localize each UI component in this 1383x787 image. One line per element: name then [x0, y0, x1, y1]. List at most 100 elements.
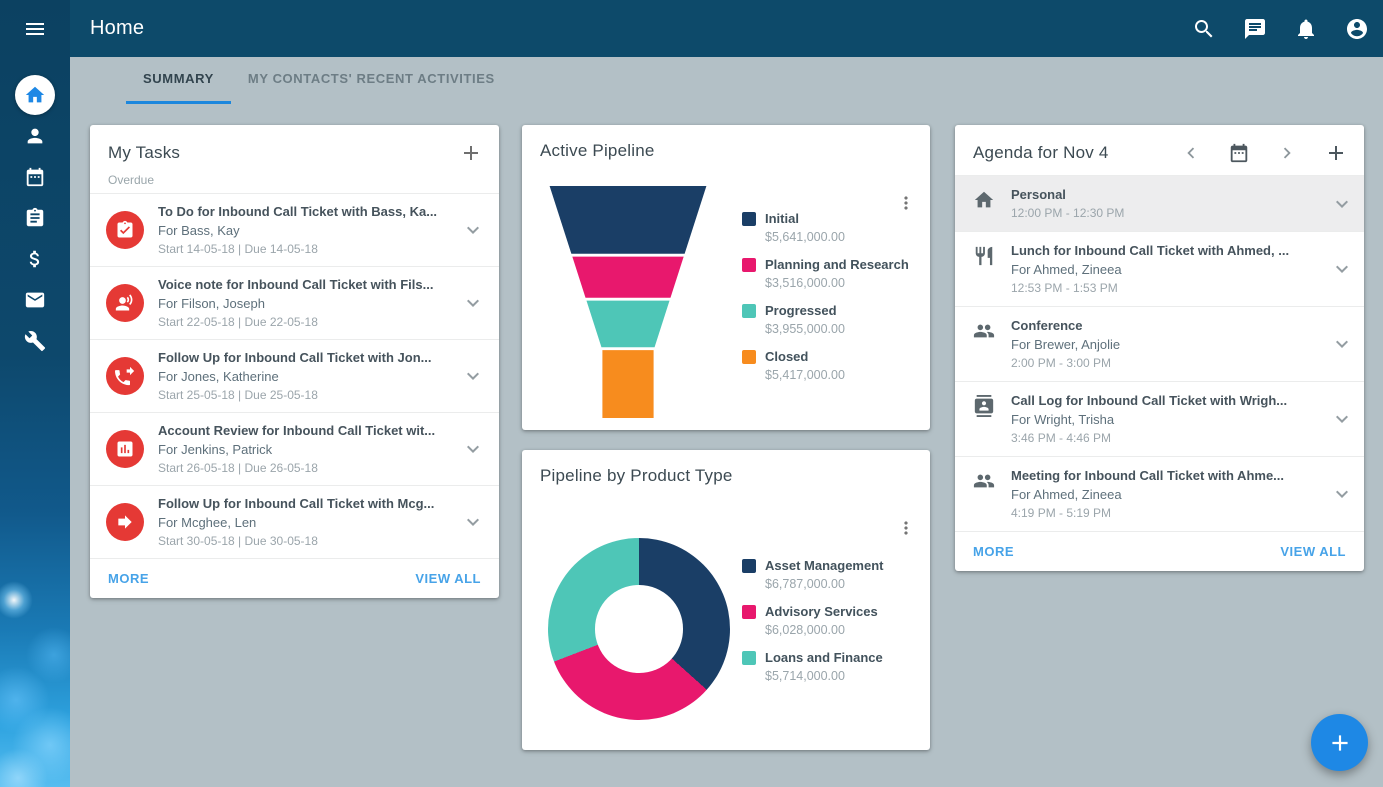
agenda-item-title: Meeting for Inbound Call Ticket with Ahm…: [1011, 468, 1285, 483]
task-contact: For Filson, Joseph: [158, 296, 265, 311]
legend-item: Loans and Finance $5,714,000.00: [742, 650, 912, 683]
main-content: My Tasks Overdue To Do for Inbound Call …: [70, 104, 1383, 787]
sidebar-item-contacts[interactable]: [15, 116, 55, 156]
more-options-icon[interactable]: [896, 518, 916, 538]
calendar-icon[interactable]: [1228, 142, 1250, 164]
agenda-card: Agenda for Nov 4 Personal 12:00 PM - 12:…: [955, 125, 1364, 571]
expand-icon[interactable]: [461, 437, 485, 461]
legend-value: $6,028,000.00: [765, 623, 845, 637]
overdue-label: Overdue: [108, 173, 155, 187]
assignment-icon: [24, 207, 46, 229]
task-row: Follow Up for Inbound Call Ticket with J…: [90, 340, 499, 413]
agenda-item-title: Conference: [1011, 318, 1083, 333]
chat-icon[interactable]: [1243, 17, 1267, 41]
task-contact: For Bass, Kay: [158, 223, 240, 238]
agenda-item-title: Lunch for Inbound Call Ticket with Ahmed…: [1011, 243, 1290, 258]
add-fab[interactable]: [1311, 714, 1368, 771]
task-row: To Do for Inbound Call Ticket with Bass,…: [90, 194, 499, 267]
legend-swatch: [742, 604, 756, 619]
page-title: Home: [90, 17, 145, 39]
legend-swatch: [742, 211, 756, 226]
menu-icon[interactable]: [23, 17, 47, 41]
agenda-item-time: 4:19 PM - 5:19 PM: [1011, 506, 1112, 520]
agenda-item-contact: For Ahmed, Zineea: [1011, 487, 1122, 502]
my-tasks-title: My Tasks: [108, 143, 181, 162]
task-type-icon: [106, 430, 144, 468]
home-icon: [24, 84, 46, 106]
agenda-type-icon: [973, 470, 995, 492]
agenda-title: Agenda for Nov 4: [973, 143, 1109, 162]
task-title: Account Review for Inbound Call Ticket w…: [158, 423, 436, 438]
notifications-icon[interactable]: [1294, 17, 1318, 41]
legend-item: Initial $5,641,000.00: [742, 211, 912, 244]
task-title: Follow Up for Inbound Call Ticket with M…: [158, 496, 435, 511]
legend-label: Initial: [765, 211, 799, 226]
person-icon: [24, 125, 46, 147]
task-contact: For Mcghee, Len: [158, 515, 257, 530]
funnel-chart-area: Initial $5,641,000.00 Planning and Resea…: [522, 169, 930, 418]
sidebar-item-opportunities[interactable]: [15, 239, 55, 279]
agenda-info: Lunch for Inbound Call Ticket with Ahmed…: [1011, 241, 1289, 297]
agenda-row: Call Log for Inbound Call Ticket with Wr…: [955, 382, 1364, 457]
expand-icon[interactable]: [461, 510, 485, 534]
tasks-more-link[interactable]: MORE: [108, 571, 149, 586]
search-icon[interactable]: [1192, 17, 1216, 41]
active-pipeline-title: Active Pipeline: [540, 141, 655, 160]
add-task-icon[interactable]: [459, 141, 483, 165]
agenda-list: Personal 12:00 PM - 12:30 PM Lunch for I…: [955, 175, 1364, 531]
my-tasks-header: My Tasks: [90, 125, 499, 173]
legend-value: $6,787,000.00: [765, 577, 845, 591]
agenda-row: Personal 12:00 PM - 12:30 PM: [955, 176, 1364, 232]
sidebar-item-home[interactable]: [15, 75, 55, 115]
agenda-more-link[interactable]: MORE: [973, 544, 1014, 559]
sidebar-item-tools[interactable]: [15, 321, 55, 361]
expand-icon[interactable]: [1330, 192, 1354, 216]
add-event-icon[interactable]: [1324, 141, 1348, 165]
legend-swatch: [742, 257, 756, 272]
more-options-icon[interactable]: [896, 193, 916, 213]
expand-icon[interactable]: [461, 218, 485, 242]
expand-icon[interactable]: [1330, 407, 1354, 431]
expand-icon[interactable]: [461, 364, 485, 388]
agenda-row: Lunch for Inbound Call Ticket with Ahmed…: [955, 232, 1364, 307]
wrench-icon: [24, 330, 46, 352]
prev-day-icon[interactable]: [1180, 142, 1202, 164]
agenda-header: Agenda for Nov 4: [955, 125, 1364, 175]
task-title: Follow Up for Inbound Call Ticket with J…: [158, 350, 432, 365]
tab-my-contacts-recent-activities[interactable]: MY CONTACTS' RECENT ACTIVITIES: [247, 71, 495, 86]
task-dates: Start 26-05-18 | Due 26-05-18: [158, 461, 318, 475]
agenda-info: Conference For Brewer, Anjolie 2:00 PM -…: [1011, 316, 1120, 372]
legend-label: Planning and Research: [765, 257, 909, 272]
agenda-item-contact: For Ahmed, Zineea: [1011, 262, 1122, 277]
agenda-item-contact: For Wright, Trisha: [1011, 412, 1115, 427]
sidebar-item-calendar[interactable]: [15, 157, 55, 197]
agenda-view-all-link[interactable]: VIEW ALL: [1280, 544, 1346, 559]
legend-item: Progressed $3,955,000.00: [742, 303, 912, 336]
task-type-icon: [106, 357, 144, 395]
sidebar-item-tasks[interactable]: [15, 198, 55, 238]
legend-value: $3,955,000.00: [765, 322, 845, 336]
account-icon[interactable]: [1345, 17, 1369, 41]
agenda-type-icon: [973, 320, 995, 342]
my-tasks-list: To Do for Inbound Call Ticket with Bass,…: [90, 193, 499, 558]
task-row: Account Review for Inbound Call Ticket w…: [90, 413, 499, 486]
task-dates: Start 22-05-18 | Due 22-05-18: [158, 315, 318, 329]
expand-icon[interactable]: [1330, 482, 1354, 506]
legend-label: Progressed: [765, 303, 837, 318]
sidebar-item-email[interactable]: [15, 280, 55, 320]
task-type-icon: [106, 211, 144, 249]
sidebar-nav: [0, 75, 70, 361]
expand-icon[interactable]: [461, 291, 485, 315]
task-type-icon: [106, 503, 144, 541]
task-info: To Do for Inbound Call Ticket with Bass,…: [158, 202, 437, 258]
next-day-icon[interactable]: [1276, 142, 1298, 164]
tab-summary[interactable]: SUMMARY: [126, 57, 231, 104]
expand-icon[interactable]: [1330, 257, 1354, 281]
expand-icon[interactable]: [1330, 332, 1354, 356]
plus-icon: [1327, 730, 1353, 756]
tasks-view-all-link[interactable]: VIEW ALL: [415, 571, 481, 586]
agenda-item-contact: For Brewer, Anjolie: [1011, 337, 1121, 352]
calendar-icon: [24, 166, 46, 188]
agenda-item-title: Personal: [1011, 187, 1066, 202]
